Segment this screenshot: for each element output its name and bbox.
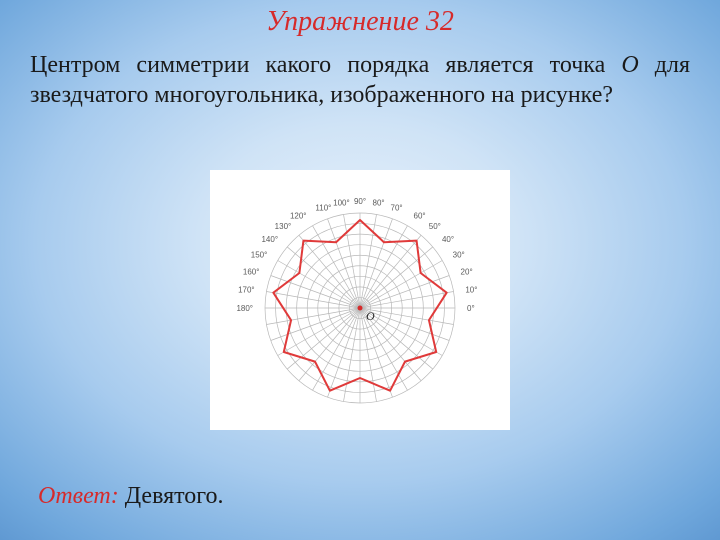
- degree-label: 110°: [315, 203, 331, 212]
- degree-label: 60°: [414, 211, 426, 220]
- degree-label: 160°: [243, 267, 260, 276]
- answer-label: Ответ:: [38, 483, 119, 509]
- answer-line: Ответ: Девятого.: [38, 483, 224, 510]
- degree-label: 140°: [261, 235, 278, 244]
- exercise-title: Упражнение 32: [0, 6, 720, 38]
- center-dot: [358, 306, 363, 311]
- degree-label: 10°: [465, 285, 477, 294]
- degree-label: 40°: [442, 235, 454, 244]
- question-part1: Центром симметрии какого порядка являетс…: [30, 52, 621, 78]
- degree-label: 180°: [236, 304, 253, 313]
- degree-label: 30°: [453, 251, 465, 260]
- question-variable-o: O: [621, 52, 638, 78]
- degree-label: 130°: [275, 222, 292, 231]
- degree-label: 100°: [333, 199, 350, 208]
- question-text: Центром симметрии какого порядка являетс…: [30, 50, 690, 110]
- degree-label: 20°: [461, 267, 473, 276]
- slide: Упражнение 32 Центром симметрии какого п…: [0, 0, 720, 540]
- degree-label: 80°: [373, 199, 385, 208]
- center-label: O: [366, 309, 375, 323]
- answer-value: Девятого.: [125, 483, 224, 509]
- polar-star-diagram: 0° 10° 20° 30° 40°50°60° 70° 80° 90° 100°110° 120…: [210, 170, 510, 430]
- degree-label: 120°: [290, 211, 307, 220]
- degree-label: 0°: [467, 304, 475, 313]
- diagram-container: 0° 10° 20° 30° 40°50°60° 70° 80° 90° 100°110° 120…: [210, 170, 510, 430]
- degree-label: 50°: [429, 222, 441, 231]
- degree-label: 90°: [354, 197, 366, 206]
- degree-label: 170°: [238, 285, 255, 294]
- degree-label: 150°: [251, 251, 268, 260]
- degree-label: 70°: [391, 203, 403, 212]
